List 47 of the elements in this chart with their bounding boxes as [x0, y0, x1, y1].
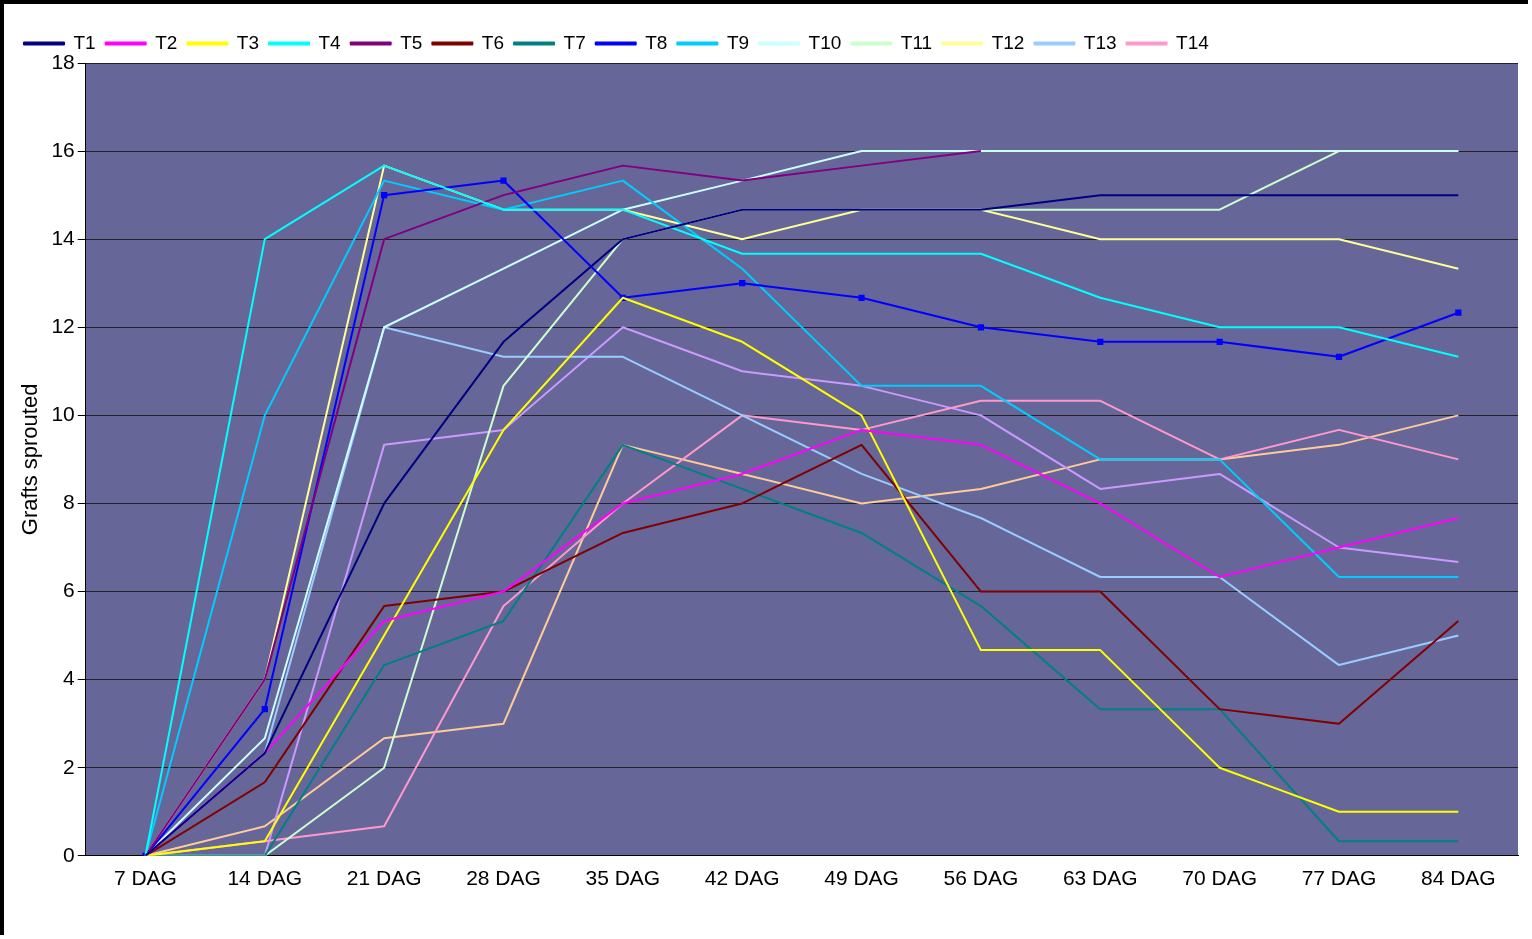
- legend-label: T1: [73, 31, 96, 53]
- y-tick-label: 0: [63, 842, 75, 866]
- legend-label: T3: [236, 31, 260, 53]
- point: [1455, 309, 1462, 316]
- legend-label: T9: [726, 31, 750, 53]
- y-tick-label: 8: [63, 490, 75, 514]
- point: [858, 294, 865, 301]
- legend-label: T10: [808, 31, 842, 53]
- x-tick-label: 77 DAG: [1301, 866, 1377, 890]
- y-tick-label: 6: [63, 578, 75, 602]
- legend-label: T6: [481, 31, 505, 53]
- x-tick-label: 35 DAG: [585, 866, 661, 890]
- point: [739, 280, 746, 287]
- legend-label: T4: [318, 31, 342, 53]
- y-tick-label: 12: [51, 314, 75, 338]
- legend-label: T13: [1083, 31, 1117, 53]
- y-tick-label: 14: [51, 225, 76, 249]
- point: [1216, 338, 1223, 345]
- x-tick-label: 84 DAG: [1420, 866, 1496, 890]
- y-tick-label: 4: [63, 666, 76, 690]
- legend-label: T5: [400, 31, 423, 53]
- legend-label: T2: [155, 31, 178, 53]
- x-tick-label: 56 DAG: [943, 866, 1019, 890]
- x-tick-label: 14 DAG: [227, 866, 303, 890]
- x-tick-label: 21 DAG: [346, 866, 422, 890]
- legend-label: T7: [563, 31, 586, 53]
- point: [1335, 353, 1343, 360]
- legend-label: T14: [1176, 31, 1210, 53]
- x-tick-label: 7 DAG: [113, 866, 177, 890]
- x-tick-label: 28 DAG: [466, 866, 541, 890]
- x-tick-label: 42 DAG: [704, 866, 780, 890]
- y-tick-label: 16: [51, 137, 75, 161]
- x-tick-label: 49 DAG: [824, 866, 899, 890]
- y-axis-title: Grafts sprouted: [17, 383, 43, 536]
- x-tick-label: 70 DAG: [1182, 866, 1257, 890]
- legend-label: T12: [991, 31, 1025, 53]
- point: [261, 706, 268, 713]
- legend-label: T11: [900, 31, 933, 53]
- y-tick-label: 18: [51, 49, 75, 73]
- y-tick-label: 2: [63, 754, 75, 778]
- y-tick-label: 10: [51, 402, 75, 426]
- point: [500, 177, 507, 184]
- point: [977, 324, 985, 331]
- point: [1097, 338, 1104, 345]
- x-tick-label: 63 DAG: [1062, 866, 1138, 890]
- legend-label: T8: [645, 31, 668, 53]
- point: [381, 192, 388, 199]
